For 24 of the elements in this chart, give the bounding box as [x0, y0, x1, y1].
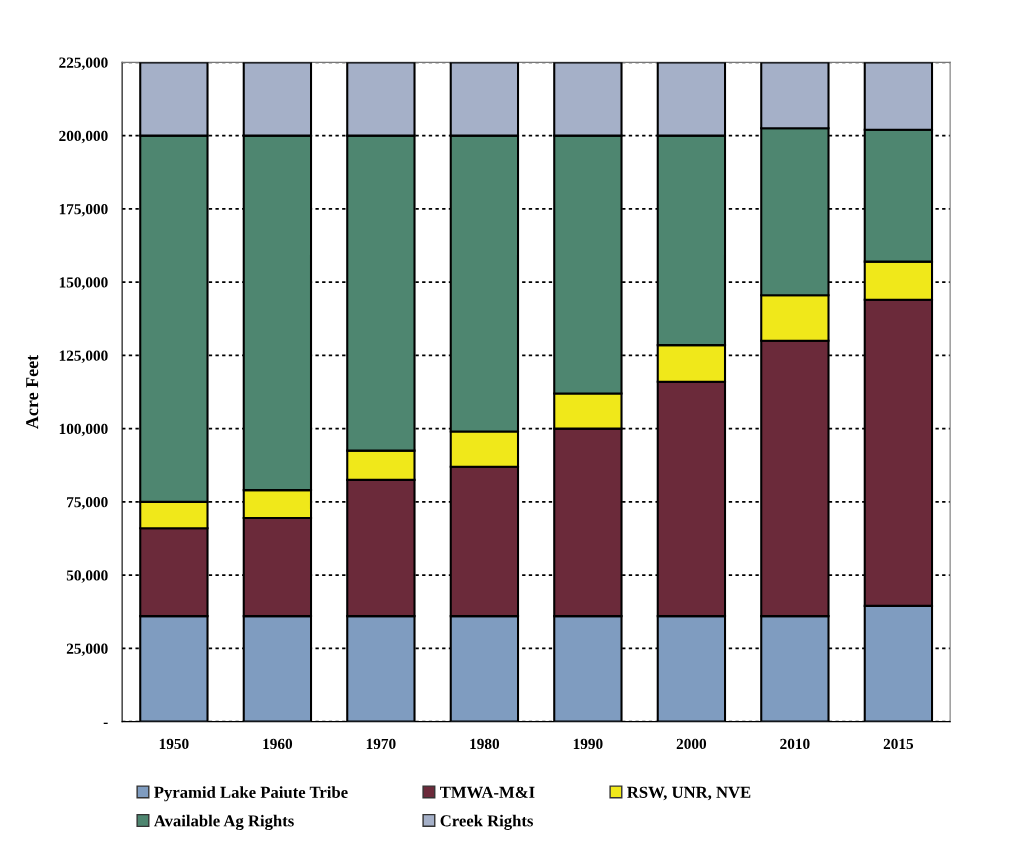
legend-label: TMWA-M&I — [440, 786, 535, 798]
x-tick-label: 2010 — [780, 738, 810, 750]
x-tick-label: 1950 — [159, 738, 189, 750]
y-tick-label: 25,000 — [66, 643, 108, 657]
x-tick-label: 1970 — [366, 738, 396, 750]
x-tick-label: 1990 — [573, 738, 603, 750]
y-tick-label: - — [103, 722, 108, 724]
y-tick-label: 50,000 — [66, 570, 108, 583]
y-tick-label: 200,000 — [59, 130, 108, 144]
y-tick-label: 150,000 — [59, 277, 108, 290]
y-tick-label: 125,000 — [59, 350, 108, 364]
x-tick-label: 1960 — [263, 738, 293, 750]
y-tick-label: 175,000 — [59, 203, 108, 217]
legend-label: Available Ag Rights — [153, 814, 294, 831]
x-tick-label: 1980 — [470, 738, 500, 750]
y-tick-label: 225,000 — [59, 57, 108, 71]
legend-label: Creek Rights — [440, 814, 534, 830]
x-tick-label: 2015 — [883, 738, 914, 750]
y-tick-label: 100,000 — [59, 423, 108, 437]
x-tick-label: 2000 — [676, 738, 707, 750]
legend-label: RSW, UNR, NVE — [627, 786, 751, 801]
y-tick-label: 75,000 — [67, 497, 108, 510]
y-axis-title: Acre Feet — [26, 354, 39, 429]
legend-label: Pyramid Lake Paiute Tribe — [154, 786, 348, 802]
